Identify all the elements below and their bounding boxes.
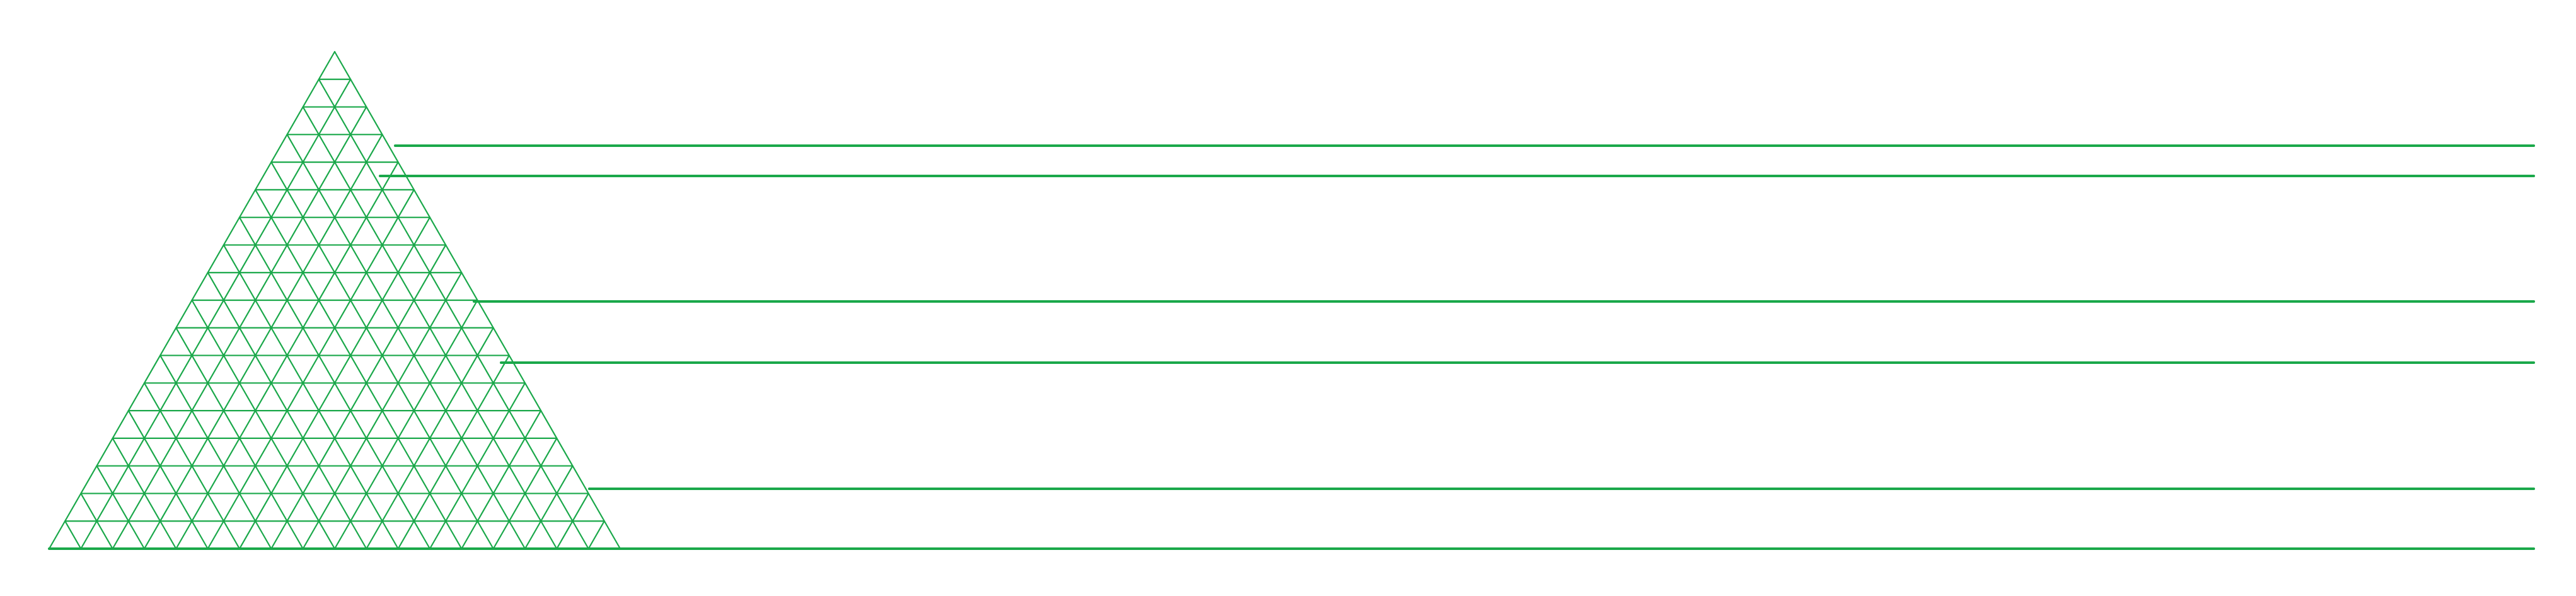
- grid-line-diagonal-right: [255, 189, 463, 550]
- grid-line-diagonal-left: [461, 410, 542, 550]
- grid-line-diagonal-left: [524, 465, 574, 550]
- grid-line-diagonal-right: [96, 465, 146, 550]
- grid-line-diagonal-right: [191, 299, 336, 550]
- grid-line-diagonal-left: [207, 189, 415, 550]
- grid-line-diagonal-left: [556, 493, 589, 550]
- horizontal-lines-group: [48, 144, 2535, 550]
- grid-line-diagonal-left: [302, 272, 463, 550]
- grid-line-diagonal-right: [318, 78, 589, 550]
- grid-line-diagonal-right: [286, 134, 526, 550]
- grid-line-diagonal-left: [238, 216, 431, 550]
- grid-line-diagonal-left: [333, 299, 478, 550]
- grid-line-diagonal-left: [48, 50, 336, 550]
- grid-line-diagonal-left: [366, 327, 494, 550]
- grid-line-diagonal-left: [175, 161, 399, 550]
- grid-line-diagonal-right: [64, 520, 82, 550]
- grid-line-diagonal-left: [112, 106, 367, 550]
- grid-line-diagonal-right: [222, 244, 399, 550]
- grid-line-diagonal-left: [397, 354, 510, 550]
- grid-line-diagonal-left: [143, 134, 383, 550]
- grid-line-diagonal-left: [492, 437, 558, 550]
- grid-line-diagonal-left: [587, 520, 605, 550]
- grid-line-diagonal-left: [429, 382, 526, 550]
- grid-line-diagonal-left: [80, 78, 352, 550]
- grid-line-diagonal-right: [159, 354, 272, 550]
- grid-line-diagonal-right: [127, 410, 209, 550]
- grid-line-diagonal-left: [270, 244, 447, 550]
